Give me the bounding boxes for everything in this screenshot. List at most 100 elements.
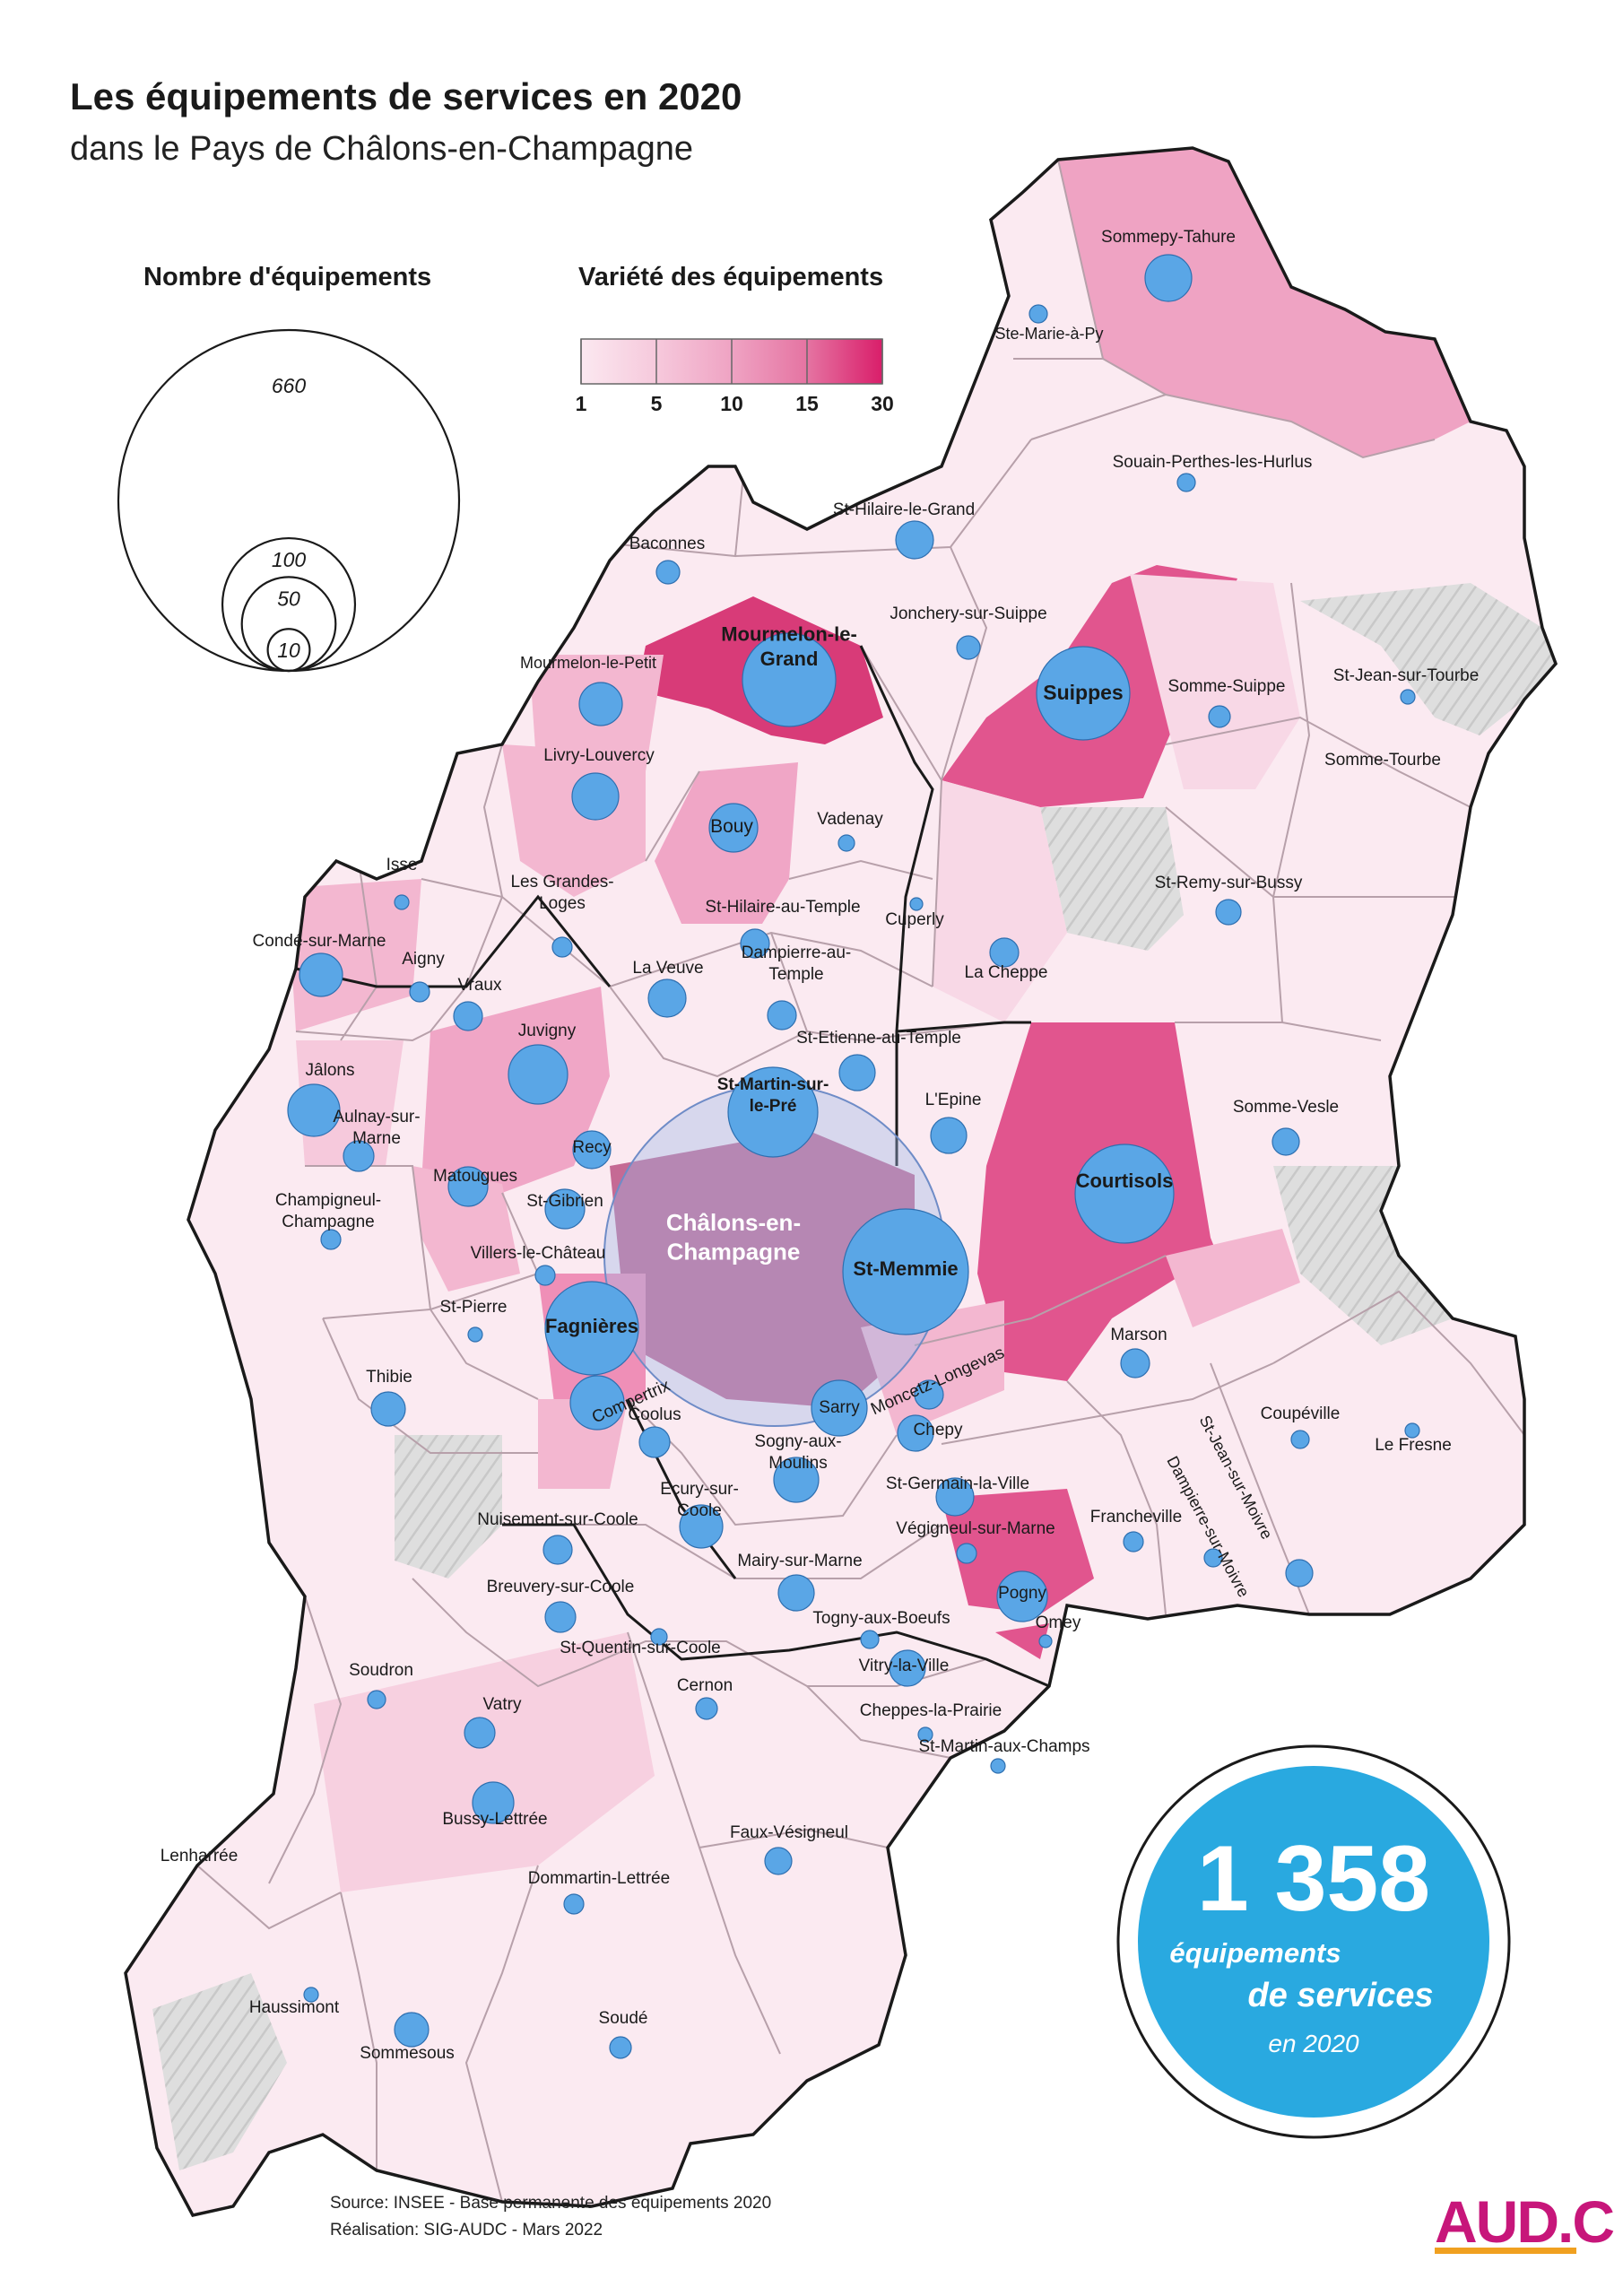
bubble-togny-aux-boeufs [860,1630,880,1649]
size-legend-label-100: 100 [272,548,307,571]
total-line-2: de services [1247,1977,1433,2014]
commune-borders [196,159,1525,2203]
label-soudron: Soudron [349,1661,413,1680]
label-line: Juvigny [518,1022,577,1040]
bubble-dommartin-lettree [563,1893,585,1915]
total-line-3: en 2020 [1268,2030,1359,2057]
label-line: Livry-Louvercy [543,746,655,765]
label-les-grandes-loges: Les Grandes- Loges [510,873,613,913]
size-legend-circle-10 [266,628,311,673]
label-line: Sarry [819,1398,860,1417]
bubble-ste-marie-a-py [1028,304,1048,324]
bubble-somme-vesle [1271,1127,1300,1156]
label-line: Coolus [628,1405,681,1424]
color-legend-tick-label: 15 [795,392,819,415]
label-thibie: Thibie [366,1368,412,1387]
color-legend-tick-label: 5 [651,392,663,415]
label-line: Souain-Perthes-les-Hurlus [1113,453,1313,472]
bubble-pogny [996,1570,1048,1622]
bubble-l-epine [930,1117,968,1154]
label-line: La Veuve [632,959,703,978]
label-line: Aigny [402,950,445,969]
label-line: le-Pré [750,1097,797,1116]
audc-logo: AUD.C [1435,2188,1615,2255]
bubble-la-veuve [647,978,687,1018]
label-line: Jonchery-sur-Suippe [890,604,1046,623]
label-mourmelon-le-grand: Mourmelon-le- Grand [721,622,857,670]
label-vraux: Vraux [458,976,502,995]
label-line: Recy [572,1138,612,1157]
pays-outline [124,146,1558,2217]
bubble-ecury-sur-coole [679,1504,724,1549]
label-marson: Marson [1110,1326,1167,1344]
logo-text: AUD.C [1435,2188,1613,2255]
label-francheville: Francheville [1090,1508,1182,1526]
label-line: St-Martin-aux-Champs [918,1737,1089,1756]
label-line: Condé-sur-Marne [253,932,386,951]
label-line: Chepy [914,1421,963,1439]
color-legend-tick-label: 10 [720,392,743,415]
label-st-hilaire-au-temple: St-Hilaire-au-Temple [705,898,860,917]
label-chepy: Chepy [914,1421,963,1439]
page-subtitle: dans le Pays de Châlons-en-Champagne [70,130,693,168]
label-line: Mourmelon-le-Petit [520,654,656,672]
label-courtisols: Courtisols [1076,1170,1174,1192]
bubble-mourmelon-le-grand [742,632,837,727]
bubble-vitry-la-ville [889,1649,926,1687]
label-line: St-Remy-sur-Bussy [1155,874,1303,892]
color-legend-heading: Variété des équipements [578,263,883,291]
zone-omey [995,1623,1049,1659]
label-st-jean-sur-tourbe: St-Jean-sur-Tourbe [1333,666,1480,685]
label-omey: Omey [1036,1613,1081,1632]
bubble-st-etienne-au-temple [838,1054,876,1091]
source-line-1: Source: INSEE - Base permanente des équi… [330,2194,771,2213]
label-line: Sogny-aux- [754,1432,841,1451]
bubble-mourmelon-le-petit [578,682,623,726]
label-line: Lenharrée [161,1847,239,1866]
label-line: St-Gibrien [526,1192,603,1211]
label-line: St-Jean-sur-Tourbe [1333,666,1480,685]
label-line: Matougues [433,1167,517,1186]
bubble-soude [609,2036,632,2059]
label-coupeville: Coupéville [1261,1405,1341,1423]
bubble-matougues [447,1166,489,1207]
label-soude: Soudé [599,2009,648,2028]
bubble-st-memmie [842,1208,969,1335]
label-line: Vraux [458,976,502,995]
label-mourmelon-le-petit: Mourmelon-le-Petit [520,654,656,672]
bubble-francheville [1123,1531,1144,1552]
epci-boundaries [295,645,1050,1688]
label-line: Bouy [710,816,753,837]
label-line: Faux-Vésigneul [730,1823,848,1842]
bubble-la-cheppe [989,937,1020,968]
bubble-les-grandes-loges [551,936,573,958]
label-ecury-sur-coole: Ecury-sur- Coole [660,1480,739,1520]
label-line: L'Epine [925,1091,982,1109]
size-legend-label-50: 50 [277,587,300,610]
label-line: Coole [677,1501,722,1520]
page-title: Les équipements de services en 2020 [70,75,742,117]
label-coolus: Coolus [628,1405,681,1424]
bubble-vegigneul-sur-marne [956,1543,977,1564]
label-cheppes-la-prairie: Cheppes-la-Prairie [860,1701,1002,1720]
label-vegigneul-sur-marne: Végigneul-sur-Marne [896,1519,1055,1538]
bubble-cernon [695,1697,718,1720]
bubble-vadenay [838,834,855,852]
label-line: Champigneul- [275,1191,381,1210]
label-line: St-Quentin-sur-Coole [560,1639,721,1657]
label-line: St-Martin-sur- [717,1075,829,1094]
label-baconnes: Baconnes [629,535,706,553]
bubble-isse [394,894,410,910]
label-st-memmie: St-Memmie [853,1257,958,1280]
label-line: Marne [352,1129,401,1148]
zone-pogny [942,1489,1094,1614]
label-line: Végigneul-sur-Marne [896,1519,1055,1538]
label-line: Jâlons [306,1061,355,1080]
bubble-juvigny [508,1044,568,1105]
bubble-sommepy-tahure [1144,254,1193,302]
bubble-jonchery-sur-suippe [956,635,981,660]
color-legend-tick-label: 1 [576,392,587,415]
hatched-area-southwest-2 [152,1973,287,2170]
bubble-omey [1038,1634,1053,1648]
bubble-dampierre-au-temple [767,1000,797,1031]
